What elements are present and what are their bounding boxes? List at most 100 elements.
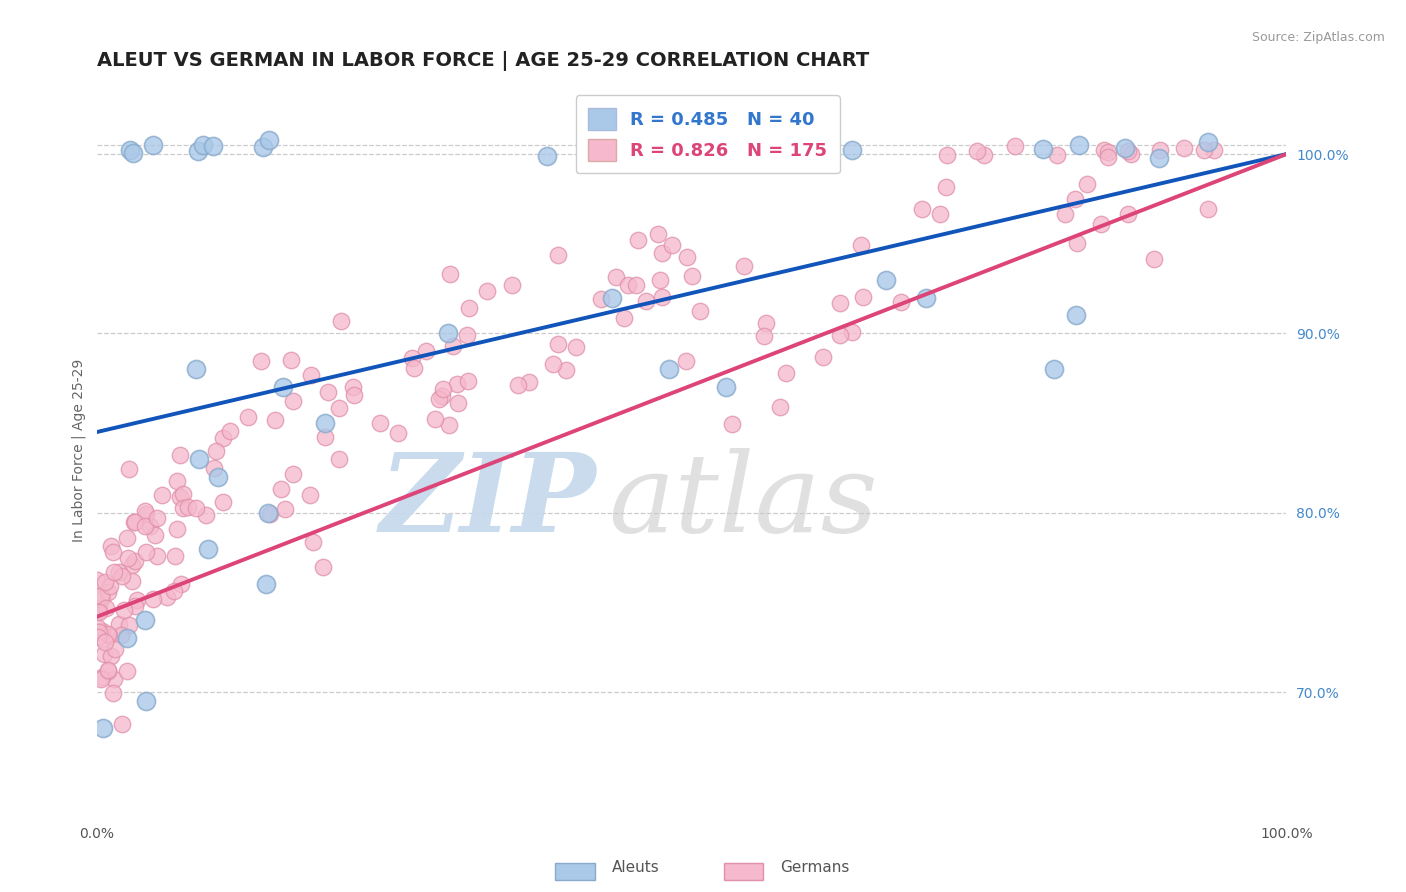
Point: [86, 620, 108, 634]
Point: [555, 362, 578, 376]
Point: [415, 344, 437, 359]
Point: [142, 591, 165, 606]
Point: [134, 518, 156, 533]
Point: [146, 510, 169, 524]
Point: [301, 534, 323, 549]
Point: [661, 238, 683, 252]
Point: [576, 136, 599, 151]
Point: [828, 327, 851, 342]
Point: [104, 641, 127, 656]
Point: [1149, 144, 1171, 158]
Point: [401, 351, 423, 365]
Point: [600, 291, 623, 305]
Point: [368, 417, 391, 431]
Point: [664, 136, 686, 151]
Point: [328, 401, 350, 416]
Point: [1066, 236, 1088, 251]
Point: [547, 248, 569, 262]
Point: [169, 448, 191, 462]
Point: [1064, 192, 1087, 206]
Point: [90, 591, 112, 605]
Point: [172, 487, 194, 501]
Point: [202, 461, 225, 475]
Point: [626, 278, 648, 293]
Legend: R = 0.485   N = 40, R = 0.826   N = 175: R = 0.485 N = 40, R = 0.826 N = 175: [576, 95, 839, 173]
Point: [97, 627, 120, 641]
Point: [1116, 145, 1139, 159]
Point: [117, 550, 139, 565]
Point: [124, 515, 146, 529]
Point: [97, 663, 120, 677]
Point: [97, 664, 120, 678]
Point: [446, 377, 468, 392]
Point: [935, 179, 957, 194]
Point: [271, 380, 294, 394]
Point: [425, 412, 447, 426]
Point: [97, 585, 120, 599]
Point: [575, 152, 598, 166]
Point: [447, 395, 470, 409]
Point: [118, 143, 141, 157]
Point: [90, 673, 112, 687]
Point: [1054, 207, 1077, 221]
Point: [103, 673, 125, 687]
Point: [675, 353, 697, 368]
Point: [316, 384, 339, 399]
Point: [93, 648, 115, 662]
Point: [547, 337, 569, 351]
Point: [89, 605, 111, 619]
Point: [456, 328, 478, 343]
Point: [194, 508, 217, 522]
Point: [755, 316, 778, 330]
Point: [270, 482, 292, 496]
Point: [458, 301, 481, 315]
Point: [202, 139, 225, 153]
Point: [94, 635, 117, 649]
Point: [439, 268, 461, 282]
Point: [108, 616, 131, 631]
Point: [432, 382, 454, 396]
Point: [125, 592, 148, 607]
Point: [87, 604, 110, 618]
Point: [169, 577, 191, 591]
Point: [828, 295, 851, 310]
Point: [1114, 141, 1136, 155]
Point: [841, 143, 863, 157]
Point: [1194, 144, 1216, 158]
Point: [162, 583, 184, 598]
Point: [150, 488, 173, 502]
Point: [1119, 147, 1142, 161]
Point: [536, 149, 558, 163]
Point: [205, 443, 228, 458]
Point: [98, 579, 121, 593]
Point: [437, 326, 460, 341]
Point: [330, 314, 353, 328]
Point: [211, 431, 233, 445]
Point: [617, 278, 640, 293]
Point: [1143, 252, 1166, 266]
Point: [517, 375, 540, 389]
Point: [636, 293, 658, 308]
Point: [627, 233, 650, 247]
Point: [1097, 145, 1119, 159]
Point: [543, 358, 565, 372]
Point: [207, 470, 229, 484]
Point: [103, 686, 125, 700]
Point: [184, 501, 207, 516]
Point: [90, 589, 112, 603]
Point: [118, 618, 141, 632]
Point: [775, 366, 797, 380]
Point: [100, 649, 122, 664]
Point: [328, 452, 350, 467]
Point: [135, 507, 157, 521]
Point: [1092, 144, 1115, 158]
Point: [1046, 148, 1069, 162]
Point: [685, 135, 707, 149]
Point: [197, 541, 219, 556]
Point: [90, 670, 112, 684]
Point: [915, 291, 938, 305]
Point: [187, 452, 209, 467]
Point: [94, 575, 117, 590]
Point: [477, 284, 499, 298]
Point: [733, 259, 755, 273]
